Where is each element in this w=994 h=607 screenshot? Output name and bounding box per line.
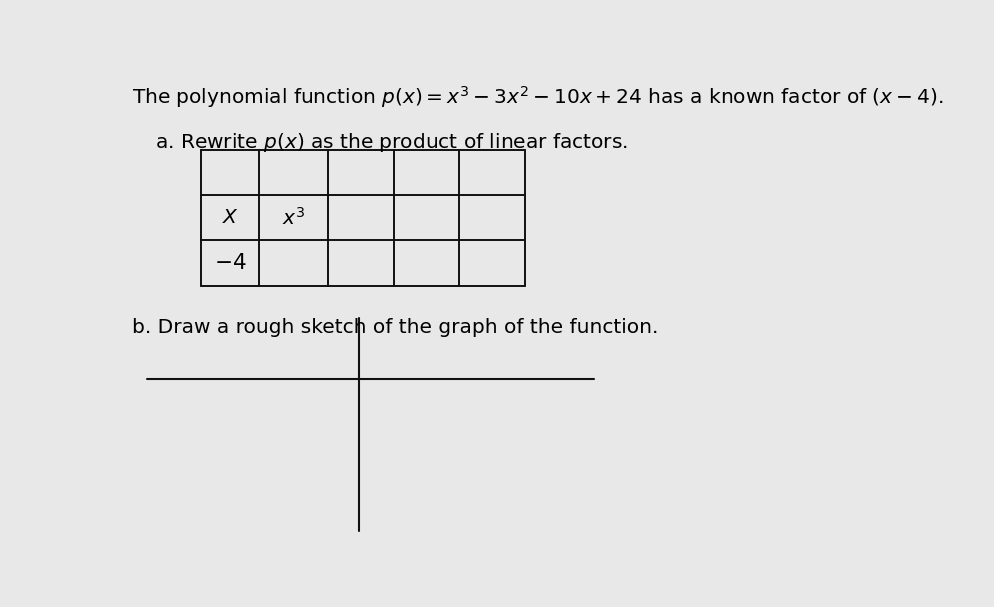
Text: $x^3$: $x^3$ (282, 207, 305, 229)
Text: $X$: $X$ (222, 208, 239, 227)
Text: a. Rewrite $p(x)$ as the product of linear factors.: a. Rewrite $p(x)$ as the product of line… (155, 131, 628, 154)
Text: b. Draw a rough sketch of the graph of the function.: b. Draw a rough sketch of the graph of t… (132, 318, 658, 337)
Text: The polynomial function $p(x) = x^3 - 3x^2 - 10x + 24$ has a known factor of $(x: The polynomial function $p(x) = x^3 - 3x… (132, 84, 943, 110)
Text: $-4$: $-4$ (214, 253, 247, 273)
